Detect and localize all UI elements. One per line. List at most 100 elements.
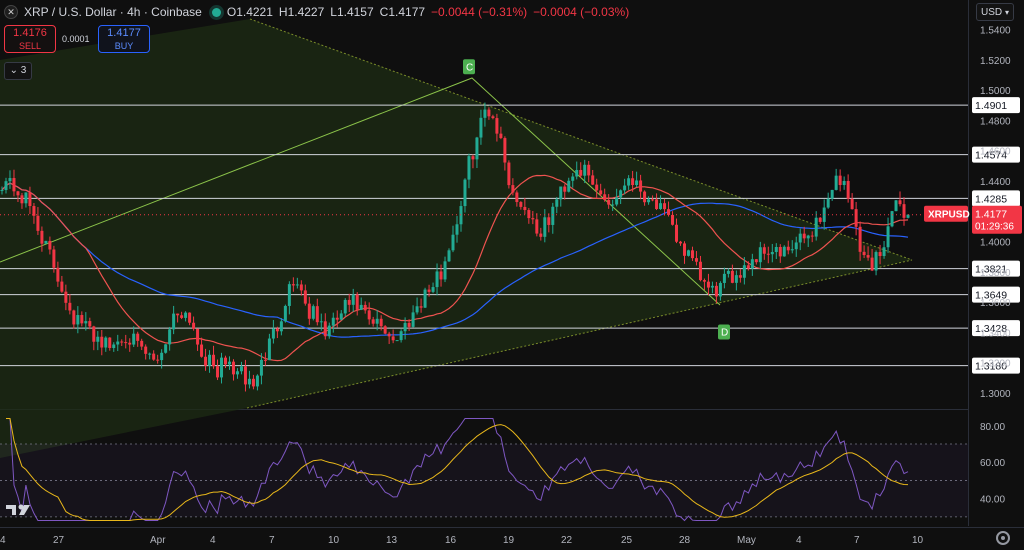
candle-body (144, 346, 148, 354)
currency-button[interactable]: USD ▾ (976, 3, 1014, 21)
candle-body (415, 306, 419, 313)
candle-body (259, 359, 263, 376)
candle-body (124, 342, 128, 344)
candle-body (235, 371, 239, 375)
candle-body (136, 333, 140, 341)
candle-body (559, 186, 563, 200)
market-open-dot-icon (211, 7, 221, 17)
settings-gear-icon[interactable] (996, 531, 1010, 545)
candle-body (539, 233, 543, 237)
candle-body (882, 247, 886, 257)
candle-body (192, 322, 196, 329)
candle-body (224, 357, 228, 365)
candle-body (587, 164, 591, 176)
candle-body (659, 203, 663, 210)
time-axis-label: 22 (561, 535, 573, 546)
candle-body (212, 354, 216, 367)
candle-body (435, 271, 439, 288)
candle-body (443, 261, 447, 280)
candle-body (319, 321, 323, 323)
candle-body (511, 185, 515, 193)
indicators-toggle-button[interactable]: ⌄ 3 (4, 62, 32, 80)
candle-body (331, 317, 335, 326)
candle-body (407, 322, 411, 327)
low-value: L1.4157 (330, 5, 374, 19)
candle-body (826, 198, 830, 208)
symbol-title[interactable]: XRP / U.S. Dollar · 4h · Coinbase (24, 5, 202, 19)
candle-body (263, 359, 267, 361)
price-axis-divider (968, 0, 969, 526)
candle-body (32, 206, 36, 216)
candle-body (295, 284, 299, 286)
candle-body (455, 224, 459, 235)
candle-body (335, 317, 339, 320)
candle-body (738, 275, 742, 278)
candle-body (307, 303, 311, 319)
last-price-box (972, 205, 1022, 234)
candle-body (220, 357, 224, 378)
candle-body (311, 306, 315, 319)
candle-body (12, 178, 16, 192)
price-tick-label: 1.4600 (980, 147, 1011, 158)
candle-body (100, 336, 104, 348)
candle-body (531, 218, 535, 220)
sell-button[interactable]: 1.4176 SELL (4, 25, 56, 53)
candle-body (208, 354, 212, 366)
candle-body (52, 249, 56, 268)
candle-body (690, 250, 694, 259)
buy-button[interactable]: 1.4177 BUY (98, 25, 150, 53)
candle-body (846, 180, 850, 199)
candle-body (563, 186, 567, 192)
candle-body (351, 294, 355, 305)
candle-body (56, 267, 60, 282)
triangle-lower-edge (246, 259, 913, 409)
level-label-box (972, 260, 1020, 277)
candle-body (271, 328, 275, 339)
candle-body (858, 226, 862, 252)
candle-body (471, 156, 475, 160)
price-tick-label: 1.5000 (980, 86, 1011, 97)
candle-body (196, 328, 200, 345)
candle-body (399, 331, 403, 341)
candles-group (0, 102, 910, 392)
candle-body (251, 378, 255, 387)
candle-body (48, 240, 52, 250)
sell-label: SELL (18, 41, 42, 51)
time-axis-label: May (737, 535, 756, 546)
candle-body (188, 312, 192, 323)
candle-body (894, 200, 898, 212)
price-tick-label: 1.4400 (980, 177, 1011, 188)
candle-body (591, 175, 595, 185)
price-tick-label: 1.4000 (980, 237, 1011, 248)
price-tick-label: 1.4800 (980, 116, 1011, 127)
sell-price: 1.4176 (13, 27, 47, 39)
candle-body (172, 313, 176, 330)
candle-body (303, 290, 307, 304)
candle-body (499, 133, 503, 139)
candle-body (523, 206, 527, 211)
rsi-tick-label: 60.00 (980, 458, 1005, 469)
time-axis-label: 25 (621, 535, 633, 546)
price-tick-label: 1.3400 (980, 328, 1011, 339)
rsi-line (6, 418, 909, 522)
candle-body (132, 333, 136, 345)
candle-body (243, 366, 247, 385)
candle-body (84, 321, 88, 324)
candle-body (447, 250, 451, 262)
candle-body (104, 337, 108, 348)
level-label-box (972, 357, 1020, 374)
candle-body (786, 246, 790, 251)
candle-body (148, 353, 152, 355)
tradingview-logo-icon[interactable] (6, 502, 34, 518)
level-label: 1.4901 (975, 100, 1007, 112)
candle-body (639, 180, 643, 192)
rsi-tick-label: 80.00 (980, 422, 1005, 433)
candle-body (850, 198, 854, 210)
pattern-point-c (463, 59, 475, 75)
candle-body (842, 180, 846, 186)
candle-body (383, 326, 387, 334)
time-axis-label: 10 (912, 535, 924, 546)
price-tick-label: 1.3000 (980, 389, 1011, 400)
candle-body (483, 109, 487, 118)
